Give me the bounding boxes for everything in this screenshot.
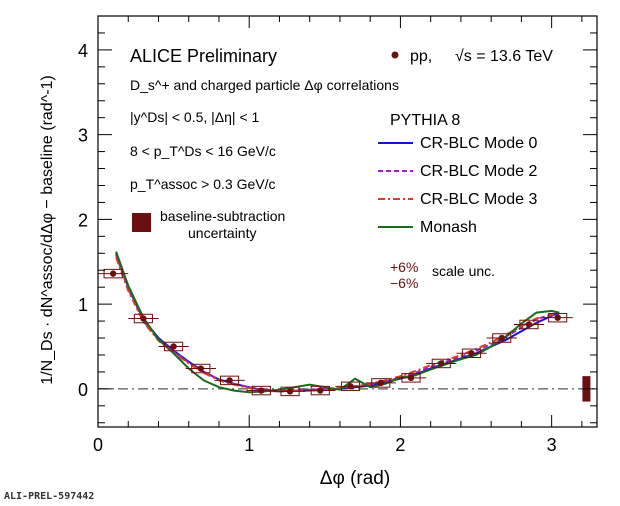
y-tick-label: 2 — [78, 210, 88, 230]
data-point — [170, 343, 177, 350]
baseline-uncertainty-legend-swatch — [132, 213, 151, 232]
data-point — [525, 321, 533, 328]
plot-frame — [97, 15, 598, 428]
data-point — [407, 374, 415, 382]
y-tick-label: 0 — [78, 380, 88, 400]
baseline-label-2: uncertainty — [188, 225, 256, 241]
legend: CR-BLC Mode 0 CR-BLC Mode 2 CR-BLC Mode 3 M… — [378, 135, 537, 236]
legend-label-3: CR-BLC Mode 3 — [420, 191, 537, 208]
legend-label-2: CR-BLC Mode 2 — [420, 163, 537, 180]
model-title: PYTHIA 8 — [390, 112, 460, 129]
data-point — [286, 388, 294, 395]
data-point — [317, 387, 324, 394]
y-tick-label: 3 — [78, 126, 88, 146]
data-point — [377, 379, 384, 387]
scale-text: scale unc. — [432, 263, 495, 279]
watermark: ALI-PREL-597442 — [4, 491, 94, 502]
x-tick-label: 0 — [93, 435, 103, 455]
data-point — [226, 377, 233, 384]
scale-minus: −6% — [390, 275, 418, 291]
data-point — [258, 387, 265, 394]
cut-pt: 8 < p_T^Ds < 16 GeV/c — [130, 143, 276, 159]
subtitle: D_s^+ and charged particle Δφ correlatio… — [130, 77, 399, 93]
chart-title: ALICE Preliminary — [130, 46, 277, 66]
legend-label-1: CR-BLC Mode 0 — [420, 135, 537, 152]
x-tick-label: 3 — [547, 435, 557, 455]
cut-assoc: p_T^assoc > 0.3 GeV/c — [130, 176, 275, 192]
energy-label: √s = 13.6 TeV — [455, 48, 553, 65]
baseline-label-1: baseline-subtraction — [160, 208, 285, 224]
axes: 0 1 2 3 0 1 2 3 4 — [78, 15, 598, 455]
data-point — [554, 314, 561, 321]
data-point — [468, 350, 475, 357]
series-line-3 — [115, 257, 560, 393]
y-tick-label: 4 — [78, 41, 88, 61]
data-point — [109, 270, 117, 277]
data-point — [498, 334, 505, 342]
legend-label-4: Monash — [420, 219, 477, 236]
data-point — [197, 365, 205, 372]
x-tick-label: 2 — [395, 435, 405, 455]
data-legend-label: pp, — [410, 48, 432, 65]
data-point — [438, 360, 445, 367]
data-point — [347, 383, 354, 390]
x-tick-label: 1 — [244, 435, 254, 455]
scale-plus: +6% — [390, 259, 418, 275]
cut-rapidity: |y^Ds| < 0.5, |Δη| < 1 — [130, 109, 260, 125]
x-axis-label: Δφ (rad) — [320, 468, 390, 489]
data-legend-marker — [391, 51, 399, 59]
y-tick-label: 1 — [78, 295, 88, 315]
y-axis-label: 1/N_Ds · dN^assoc/dΔφ − baseline (rad^-1… — [39, 75, 56, 385]
plot-area — [98, 251, 597, 402]
data-point — [140, 315, 147, 322]
